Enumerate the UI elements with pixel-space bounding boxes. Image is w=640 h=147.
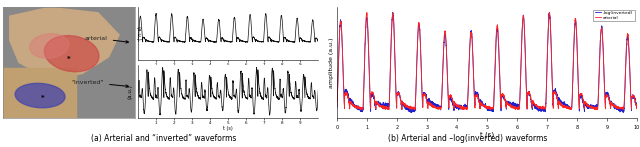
Text: arterial: arterial (85, 36, 129, 43)
X-axis label: t (s): t (s) (480, 132, 494, 138)
-log(inverted) (461, 103, 469, 105)
-log(inverted) (633, 106, 640, 108)
arterial (385, 108, 392, 109)
-log(inverted) (448, 100, 456, 102)
Text: "inverted": "inverted" (72, 80, 129, 87)
Text: (b) Arterial and –log(inverted) waveforms: (b) Arterial and –log(inverted) waveform… (387, 134, 547, 143)
X-axis label: t (s): t (s) (223, 68, 233, 73)
Text: *: * (41, 95, 45, 101)
arterial (593, 109, 601, 111)
-log(inverted) (333, 104, 340, 106)
Y-axis label: (a.u.): (a.u.) (135, 26, 140, 41)
Ellipse shape (15, 83, 65, 108)
Line: arterial: arterial (337, 12, 637, 110)
-log(inverted) (385, 103, 392, 105)
arterial (333, 107, 340, 108)
Text: *: * (67, 56, 71, 62)
Polygon shape (10, 7, 119, 79)
arterial (633, 108, 640, 110)
arterial (595, 84, 603, 86)
Ellipse shape (44, 36, 99, 72)
arterial (448, 97, 456, 98)
-log(inverted) (408, 112, 415, 113)
Y-axis label: amplitude (a.u.): amplitude (a.u.) (329, 37, 334, 88)
X-axis label: t (s): t (s) (223, 126, 233, 131)
arterial (545, 11, 553, 13)
arterial (627, 101, 635, 102)
-log(inverted) (627, 102, 635, 104)
Y-axis label: (a.u.): (a.u.) (127, 84, 132, 99)
Ellipse shape (29, 34, 69, 58)
Text: (a) Arterial and “inverted” waveforms: (a) Arterial and “inverted” waveforms (90, 134, 236, 143)
Legend: -log(inverted), arterial: -log(inverted), arterial (593, 10, 635, 21)
-log(inverted) (367, 96, 375, 98)
-log(inverted) (595, 82, 603, 83)
arterial (367, 93, 375, 95)
-log(inverted) (389, 11, 397, 13)
Line: -log(inverted): -log(inverted) (337, 12, 637, 113)
Bar (3, 68, 76, 118)
arterial (461, 107, 468, 109)
